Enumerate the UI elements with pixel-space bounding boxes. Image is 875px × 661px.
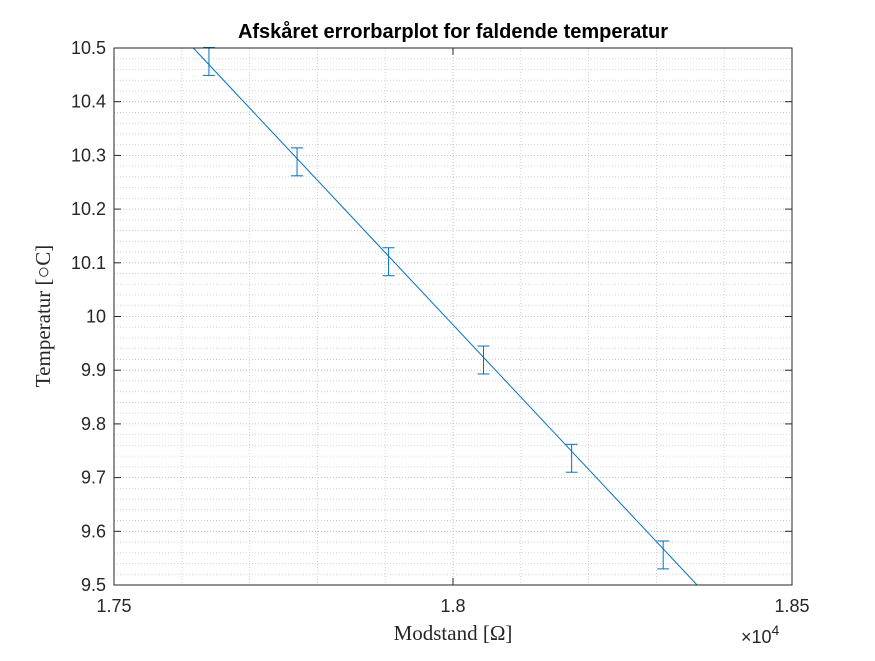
y-tick-label: 9.8 <box>81 414 106 434</box>
x-axis-label: Modstand [Ω] <box>394 621 513 645</box>
error-bar <box>202 46 215 76</box>
error-bar <box>291 147 304 177</box>
fit-line <box>192 47 698 586</box>
ticks-layer: 1.75 1.8 1.85 9.5 9.6 9.7 9.8 9.9 10 10.1 10.2 10.3… <box>71 38 810 616</box>
y-tick-label: 10.3 <box>71 145 106 165</box>
x-exponent-base: ×10 <box>741 627 772 647</box>
y-tick-label: 9.6 <box>81 521 106 541</box>
y-tick-label: 9.9 <box>81 360 106 380</box>
x-exponent-power: 4 <box>772 622 780 638</box>
error-bar <box>657 540 670 570</box>
x-tick-label: 1.75 <box>96 596 131 616</box>
series-layer <box>192 46 698 586</box>
y-tick-label: 9.7 <box>81 468 106 488</box>
x-tick-label: 1.85 <box>774 596 809 616</box>
y-tick-label: 10.4 <box>71 92 106 112</box>
y-tick-label: 10 <box>86 307 106 327</box>
error-bar <box>565 443 578 473</box>
x-tick-label: 1.8 <box>440 596 465 616</box>
y-tick-label: 9.5 <box>81 575 106 595</box>
y-tick-label: 10.2 <box>71 199 106 219</box>
y-tick-label: 10.1 <box>71 253 106 273</box>
y-tick-label: 10.5 <box>71 38 106 58</box>
error-bar <box>477 345 490 375</box>
y-axis-label: Temperatur [○C] <box>31 245 55 387</box>
x-axis-exponent: ×104 <box>741 622 780 647</box>
error-bar <box>382 247 395 277</box>
chart-title: Afskåret errorbarplot for faldende tempe… <box>238 20 668 43</box>
